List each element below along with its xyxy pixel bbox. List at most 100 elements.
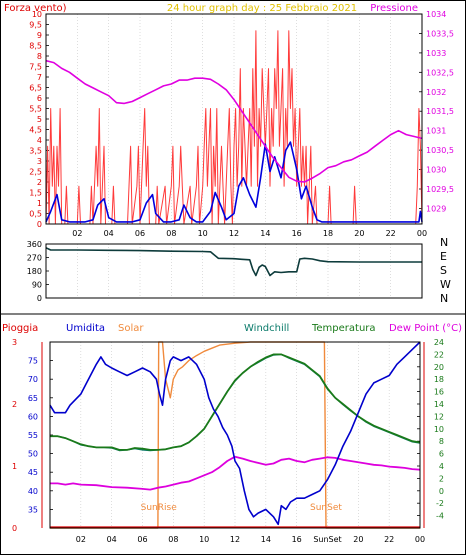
y-tick-label: 6 <box>37 94 42 103</box>
y-tick-label: 1031 <box>426 127 446 136</box>
wind-avg-series <box>45 141 423 223</box>
y-tick-label: 5,5 <box>29 105 42 114</box>
x-tick-label: 06 <box>137 535 147 544</box>
compass-label: S <box>440 264 447 277</box>
y-tick-label: 2,5 <box>29 168 42 177</box>
x-tick-label: 04 <box>107 535 117 544</box>
y-tick-label: 8 <box>439 437 444 446</box>
y-tick-label: 3,5 <box>29 147 42 156</box>
y-tick-label: 8,5 <box>29 42 42 51</box>
y-tick-label: 3 <box>37 157 42 166</box>
dewpoint-series <box>50 455 421 491</box>
x-tick-label: 06 <box>135 229 145 238</box>
y-tick-label: 20 <box>434 363 444 372</box>
y-tick-label: 10 <box>32 10 42 19</box>
plot-frame <box>49 341 421 529</box>
y-tick-label: 6 <box>439 450 444 459</box>
plot-frame <box>45 13 423 225</box>
y-tick-label: 18 <box>434 375 444 384</box>
y-tick-label: 2 <box>439 474 444 483</box>
x-tick-label: 10 <box>199 535 209 544</box>
y-tick-label: 4 <box>37 136 42 145</box>
compass-label: W <box>440 278 451 291</box>
x-tick-label: 16 <box>292 535 302 544</box>
y-tick-label: 1031,5 <box>426 107 454 116</box>
dewpoint-legend: Dew Point (°C) <box>389 323 462 334</box>
x-tick-label: 20 <box>354 229 364 238</box>
humidity-legend: Umidita <box>66 323 105 334</box>
rain-legend: Pioggia <box>2 323 38 334</box>
y-tick-label: 180 <box>27 267 42 276</box>
wind-pressure-panel: Forza vento) 24 hour graph day : 25 Febb… <box>4 3 454 238</box>
y-tick-label: 0 <box>37 294 42 303</box>
y-tick-label: 0 <box>439 487 444 496</box>
y-tick-label: 1032,5 <box>426 68 454 77</box>
y-tick-label: 1030,5 <box>426 146 454 155</box>
y-tick-label: 1033 <box>426 49 446 58</box>
x-tick-label: SunSet <box>313 535 341 544</box>
y-tick-label: 7,5 <box>29 63 42 72</box>
y-tick-label: 1029 <box>426 204 446 213</box>
y-tick-label: 40 <box>28 487 38 496</box>
x-tick-label: 02 <box>72 229 82 238</box>
y-tick-label: 12 <box>434 412 444 421</box>
sunrise-label: SunRise <box>141 503 178 513</box>
y-tick-label: 8 <box>37 52 42 61</box>
wind-axis-title: Forza vento) <box>4 3 67 14</box>
x-tick-label: 12 <box>229 229 239 238</box>
y-tick-label: 270 <box>27 254 42 263</box>
pressure-axis-title: Pressione <box>370 3 418 14</box>
y-tick-label: 1029,5 <box>426 185 454 194</box>
rain-tick-label: 0 <box>12 524 17 533</box>
y-tick-label: 7 <box>37 73 42 82</box>
y-tick-label: 1,5 <box>29 189 42 198</box>
y-tick-label: 16 <box>434 388 444 397</box>
y-tick-label: 70 <box>28 375 38 384</box>
y-tick-label: -2 <box>436 499 444 508</box>
direction-series <box>45 247 422 277</box>
y-tick-label: 1 <box>37 199 42 208</box>
temperature-legend: Temperatura <box>311 323 376 334</box>
y-tick-label: -4 <box>436 512 444 521</box>
y-tick-label: 0,5 <box>29 210 42 219</box>
x-tick-label: 22 <box>386 229 396 238</box>
y-tick-label: 22 <box>434 350 444 359</box>
y-tick-label: 1034 <box>426 10 446 19</box>
x-tick-label: 18 <box>323 229 333 238</box>
y-tick-label: 1032 <box>426 88 446 97</box>
x-tick-label: 22 <box>384 535 394 544</box>
y-tick-label: 5 <box>37 115 42 124</box>
temperature-series <box>50 353 421 451</box>
y-tick-label: 2 <box>37 178 42 187</box>
y-tick-label: 4 <box>439 462 444 471</box>
y-tick-label: 35 <box>28 505 38 514</box>
chart-title: 24 hour graph day : 25 Febbraio 2021 <box>167 3 357 14</box>
y-tick-label: 360 <box>27 240 42 249</box>
x-tick-label: 08 <box>166 229 176 238</box>
y-tick-label: 65 <box>28 394 38 403</box>
y-tick-label: 9 <box>37 31 42 40</box>
x-tick-label: 16 <box>292 229 302 238</box>
rain-tick-label: 3 <box>12 338 17 347</box>
x-tick-label: 00 <box>417 229 427 238</box>
y-tick-label: 45 <box>28 468 38 477</box>
y-tick-label: 9,5 <box>29 21 42 30</box>
humidity-series <box>49 341 421 526</box>
y-tick-label: 90 <box>32 281 42 290</box>
pressure-series <box>45 59 423 183</box>
y-tick-label: 4,5 <box>29 126 42 135</box>
y-tick-label: 24 <box>434 338 444 347</box>
compass-label: N <box>440 292 448 305</box>
compass-label: N <box>440 236 448 249</box>
rain-tick-label: 1 <box>12 462 17 471</box>
weather-panel: Pioggia Umidita Solar Windchill Temperat… <box>2 323 462 544</box>
y-tick-label: 0 <box>37 220 42 229</box>
x-tick-label: 14 <box>260 229 270 238</box>
y-tick-label: 1030 <box>426 166 446 175</box>
compass-label: E <box>440 250 447 263</box>
x-tick-label: 10 <box>198 229 208 238</box>
y-tick-label: 50 <box>28 450 38 459</box>
